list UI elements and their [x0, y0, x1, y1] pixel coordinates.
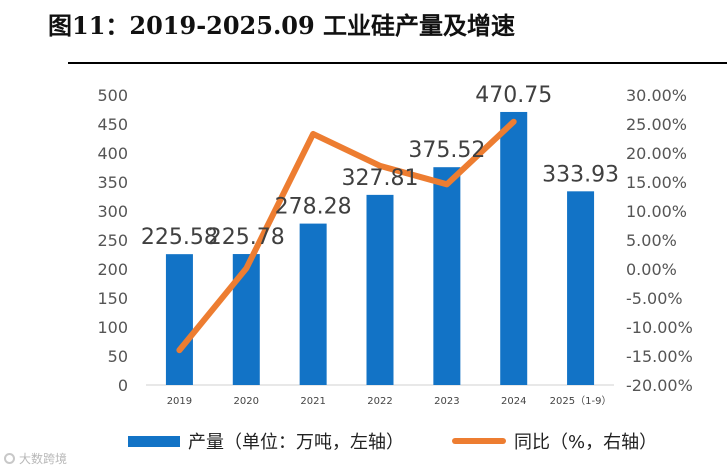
bar-data-label: 278.28	[275, 195, 352, 220]
legend-label-yoy: 同比（%，右轴）	[514, 432, 658, 453]
bar-data-label: 333.93	[542, 162, 619, 187]
watermark-text: 大数跨境	[19, 452, 68, 466]
right-axis-tick: 15.00%	[626, 173, 687, 192]
bar-production	[366, 194, 394, 385]
bar-production	[500, 111, 528, 385]
legend-swatch-line	[452, 438, 506, 444]
bar-production	[299, 223, 327, 385]
bar-production	[433, 167, 461, 385]
bar-production	[165, 254, 193, 385]
bar-data-label: 225.58	[141, 225, 218, 250]
left-axis-tick: 0	[118, 376, 128, 395]
x-axis-tick: 2024	[501, 396, 526, 407]
watermark: 大数跨境	[4, 450, 67, 467]
left-axis-tick: 100	[97, 318, 128, 337]
left-axis-tick: 300	[97, 202, 128, 221]
line-yoy	[176, 118, 517, 354]
legend-swatch-bar	[128, 435, 180, 447]
bar-production	[567, 191, 595, 385]
right-axis-tick: -10.00%	[626, 318, 693, 337]
bar-data-label: 327.81	[342, 166, 419, 191]
x-axis-tick: 2022	[367, 396, 392, 407]
chart-plot: 0 50 100 150 200 250 300 350 400 450 500 -20.00% -15…	[97, 83, 693, 407]
left-axis-tick: 450	[97, 115, 128, 134]
left-axis-tick: 400	[97, 144, 128, 163]
left-axis-tick: 350	[97, 173, 128, 192]
legend-item-yoy: 同比（%，右轴）	[452, 428, 657, 454]
right-axis-tick: -20.00%	[626, 376, 693, 395]
bar-data-label: 470.75	[475, 83, 552, 108]
legend-item-production: 产量（单位：万吨，左轴）	[128, 428, 404, 454]
x-axis-tick: 2021	[300, 396, 325, 407]
right-axis-tick: -15.00%	[626, 347, 693, 366]
x-axis-tick: 2019	[167, 396, 192, 407]
left-axis-tick: 250	[97, 231, 128, 250]
bar-data-label: 375.52	[408, 138, 485, 163]
left-axis-tick: 150	[97, 289, 128, 308]
x-axis-tick: 2025（1-9）	[550, 395, 612, 407]
chart-title: 图11：2019-2025.09 工业硅产量及增速	[48, 11, 516, 40]
right-axis-tick: 5.00%	[626, 231, 677, 250]
right-axis-tick: -5.00%	[626, 289, 683, 308]
right-axis-tick: 0.00%	[626, 260, 677, 279]
right-axis-tick: 25.00%	[626, 115, 687, 134]
right-axis-tick: 30.00%	[626, 86, 687, 105]
left-axis-tick: 50	[108, 347, 128, 366]
watermark-logo-icon	[4, 453, 15, 464]
x-axis-tick: 2020	[234, 396, 259, 407]
left-axis-tick: 200	[97, 260, 128, 279]
legend-label-production: 产量（单位：万吨，左轴）	[188, 432, 404, 453]
right-axis-tick: 20.00%	[626, 144, 687, 163]
left-axis-tick: 500	[97, 86, 128, 105]
legend: 产量（单位：万吨，左轴） 同比（%，右轴）	[0, 428, 727, 458]
title-rule	[68, 62, 727, 64]
right-axis-tick: 10.00%	[626, 202, 687, 221]
bar-production	[232, 254, 260, 385]
x-axis-tick: 2023	[434, 396, 459, 407]
bar-data-label: 225.78	[208, 225, 285, 250]
